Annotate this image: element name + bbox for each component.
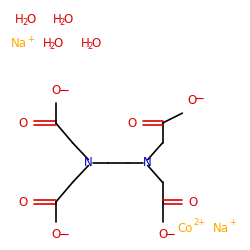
Text: −: −: [59, 85, 70, 98]
Text: H: H: [80, 38, 89, 51]
Text: 2: 2: [50, 42, 55, 51]
Text: H: H: [53, 13, 62, 26]
Text: O: O: [64, 13, 73, 26]
Text: H: H: [43, 38, 52, 51]
Text: O: O: [128, 116, 137, 130]
Text: Co: Co: [178, 222, 193, 235]
Text: O: O: [19, 116, 28, 130]
Text: O: O: [19, 196, 28, 209]
Text: O: O: [158, 228, 167, 241]
Text: 2: 2: [60, 18, 65, 27]
Text: O: O: [187, 94, 196, 107]
Text: N: N: [84, 156, 93, 169]
Text: O: O: [92, 38, 101, 51]
Text: O: O: [54, 38, 63, 51]
Text: O: O: [188, 196, 198, 209]
Text: O: O: [26, 13, 35, 26]
Text: −: −: [59, 229, 70, 242]
Text: H: H: [15, 13, 24, 26]
Text: −: −: [194, 93, 205, 106]
Text: O: O: [51, 228, 60, 241]
Text: 2+: 2+: [193, 218, 205, 228]
Text: +: +: [229, 218, 236, 228]
Text: O: O: [51, 84, 60, 97]
Text: Na: Na: [11, 38, 27, 51]
Text: 2: 2: [22, 18, 28, 27]
Text: 2: 2: [88, 42, 93, 51]
Text: Na: Na: [213, 222, 229, 235]
Text: N: N: [143, 156, 152, 169]
Text: +: +: [27, 36, 34, 44]
Text: −: −: [165, 229, 176, 242]
